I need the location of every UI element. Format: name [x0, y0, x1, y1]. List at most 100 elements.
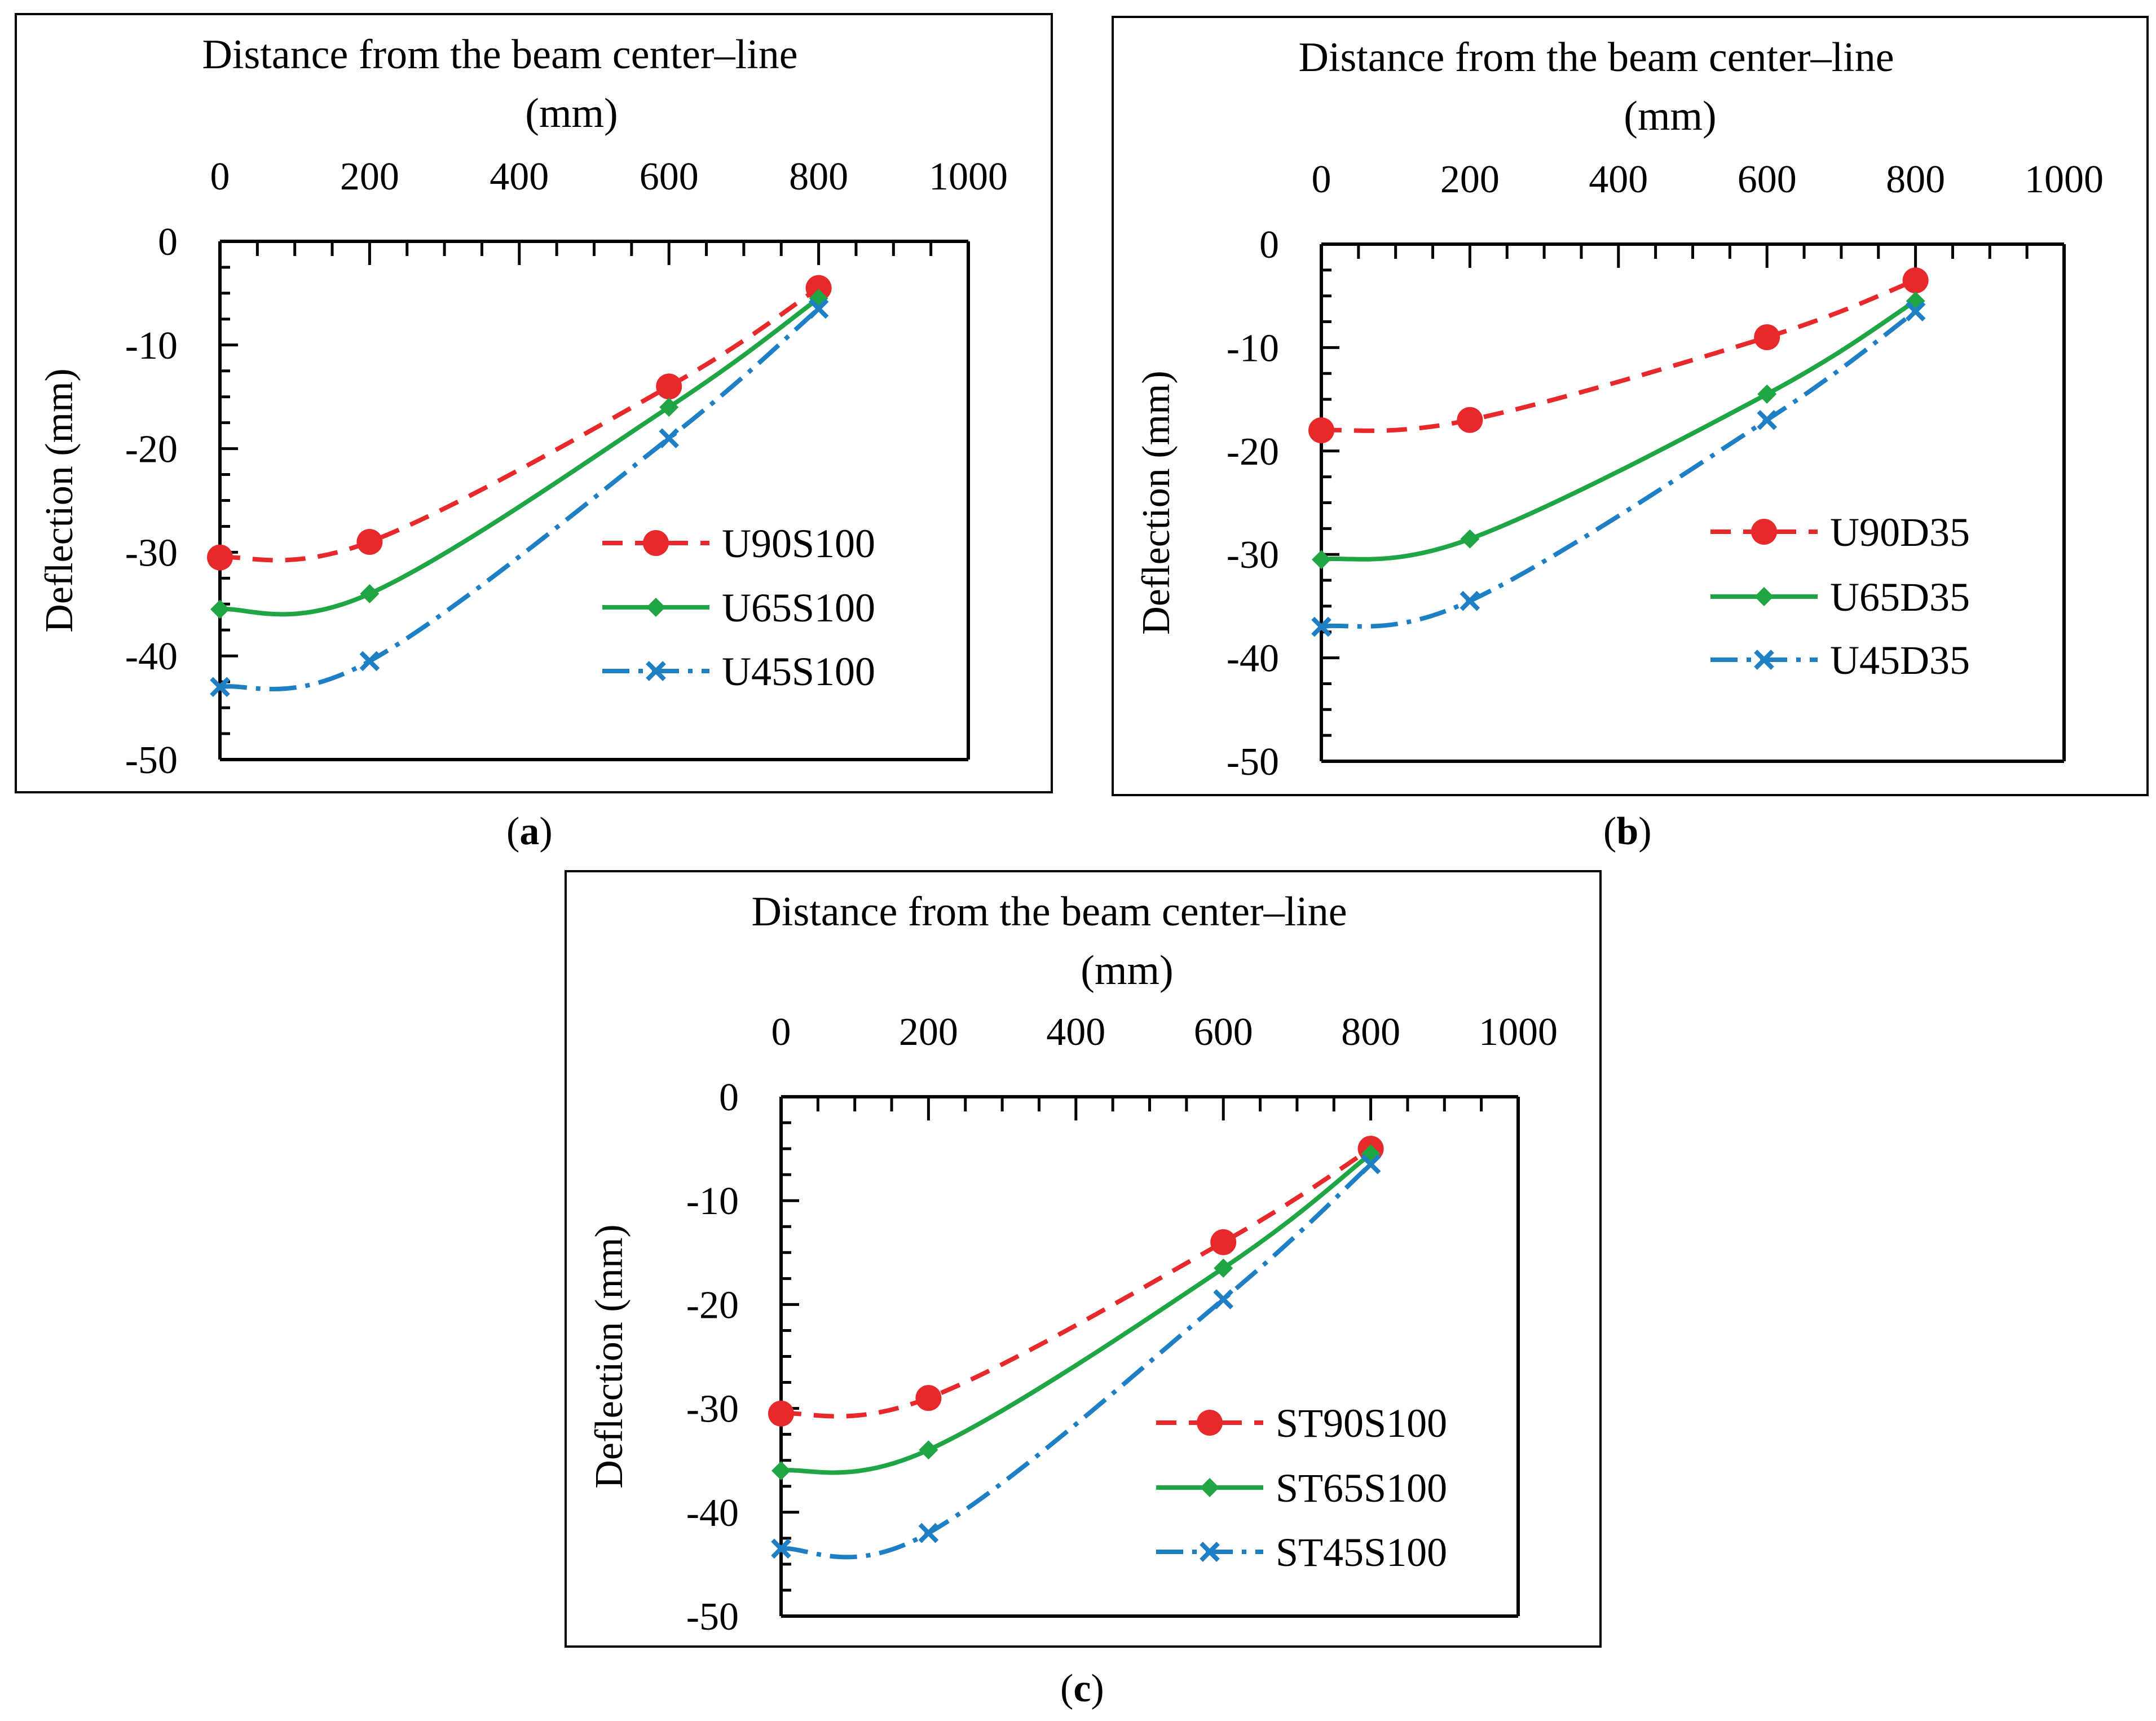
x-axis-unit: (mm): [525, 90, 618, 136]
data-point: [915, 1385, 942, 1411]
y-tick-label: 0: [1259, 223, 1279, 267]
y-tick-label: -30: [1227, 533, 1279, 577]
chart-frame: [565, 870, 1602, 1648]
chart-b: 0 200 400 600 800 1000 0 -10 -20 -30 -40 -50 Distanc…: [1112, 16, 2149, 796]
legend-marker: [1200, 1542, 1220, 1562]
data-point: [771, 1538, 791, 1559]
legend-marker: [646, 598, 665, 617]
y-axis-title: Deflection (mm): [1135, 370, 1178, 634]
series-ST90S100: [768, 1136, 1384, 1427]
chart-c: 0 200 400 600 800 1000 0 -10 -20 -30 -40 -50 Distanc…: [565, 870, 1602, 1648]
data-point: [1902, 267, 1929, 294]
data-point: [359, 651, 380, 672]
y-tick-label: 0: [719, 1076, 739, 1119]
legend-label: U65S100: [722, 585, 875, 630]
data-point: [360, 584, 380, 603]
data-point: [1754, 324, 1780, 351]
panel-label-b-letter: b: [1616, 810, 1639, 853]
data-point: [1457, 407, 1483, 433]
x-tick-label: 0: [771, 1010, 791, 1054]
x-axis-unit: (mm): [1624, 93, 1716, 139]
y-tick-label: -50: [686, 1595, 739, 1639]
data-point: [1460, 529, 1480, 549]
data-point: [1311, 616, 1331, 637]
series-line: [1321, 309, 1917, 629]
data-point: [1308, 417, 1334, 444]
series-U45S100: [210, 298, 829, 698]
legend-entry: U45D35: [1710, 638, 1970, 683]
chart-frame: [15, 13, 1053, 793]
series-line: [219, 286, 820, 563]
y-tick-label: -10: [1227, 326, 1279, 370]
x-tick-label: 200: [1440, 158, 1500, 201]
x-tick-label: 1000: [2025, 158, 2104, 201]
legend-marker: [646, 661, 666, 681]
legend-marker: [1754, 587, 1774, 606]
data-point: [1210, 1229, 1237, 1255]
data-point: [207, 544, 233, 571]
series-line: [781, 1152, 1373, 1475]
legend-marker: [1197, 1410, 1223, 1436]
x-tick-label: 400: [490, 155, 549, 198]
series-line: [781, 1146, 1372, 1419]
data-point: [1757, 409, 1778, 430]
y-tick-label: -10: [125, 324, 178, 368]
panel-label-a-letter: a: [519, 810, 540, 853]
series-U90D35: [1308, 267, 1929, 444]
legend-label: U90D35: [1830, 510, 1970, 555]
data-point: [656, 373, 682, 400]
legend-entry: U90D35: [1710, 510, 1970, 555]
series-U90S100: [207, 275, 832, 571]
series-line: [1321, 299, 1917, 562]
data-point: [919, 1440, 938, 1460]
data-point: [659, 428, 680, 449]
data-point: [1905, 301, 1926, 322]
legend-entry: ST90S100: [1156, 1401, 1447, 1446]
y-axis-title: Deflection (mm): [38, 368, 81, 632]
series-line: [219, 307, 821, 692]
y-tick-label: -10: [686, 1180, 739, 1223]
y-tick-label: -40: [686, 1491, 739, 1535]
legend-entry: U65D35: [1710, 575, 1970, 620]
legend-entry: U90S100: [602, 521, 875, 566]
series-line: [1321, 278, 1917, 433]
x-tick-label: 600: [1194, 1010, 1253, 1054]
y-tick-label: -40: [1227, 637, 1279, 681]
y-tick-label: -20: [686, 1283, 739, 1327]
legend-marker: [1751, 519, 1777, 545]
legend-marker: [1200, 1478, 1219, 1497]
y-tick-label: -20: [1227, 430, 1279, 474]
legend-entry: U65S100: [602, 585, 875, 630]
panel-label-c: (c): [1060, 1667, 1104, 1710]
legend-label: U45D35: [1830, 638, 1970, 683]
data-point: [210, 599, 230, 619]
x-tick-label: 800: [1886, 158, 1945, 201]
y-tick-label: -40: [125, 635, 178, 678]
x-tick-label: 200: [899, 1010, 958, 1054]
data-point: [659, 398, 679, 417]
x-tick-label: 400: [1046, 1010, 1105, 1054]
data-point: [1213, 1289, 1234, 1310]
x-tick-label: 600: [1738, 158, 1797, 201]
x-axis-title: Distance from the beam center–line: [751, 889, 1347, 935]
data-point: [808, 298, 829, 319]
panel-label-c-letter: c: [1073, 1667, 1091, 1710]
x-axis-unit: (mm): [1081, 947, 1173, 994]
x-tick-label: 1000: [929, 155, 1008, 198]
data-point: [1214, 1258, 1233, 1278]
panel-label-a: (a): [506, 810, 553, 853]
x-axis-title: Distance from the beam center–line: [1298, 34, 1894, 81]
y-axis-title: Deflection (mm): [588, 1224, 631, 1488]
series-ST45S100: [771, 1154, 1381, 1560]
y-tick-label: 0: [158, 220, 178, 264]
y-tick-label: -50: [125, 739, 178, 782]
x-tick-label: 200: [340, 155, 399, 198]
data-point: [1460, 590, 1480, 611]
legend-marker: [1754, 650, 1774, 670]
data-point: [918, 1523, 939, 1543]
legend-label: U65D35: [1830, 575, 1970, 620]
series-line: [781, 1162, 1373, 1560]
data-point: [1312, 550, 1331, 570]
y-tick-label: -30: [125, 531, 178, 575]
